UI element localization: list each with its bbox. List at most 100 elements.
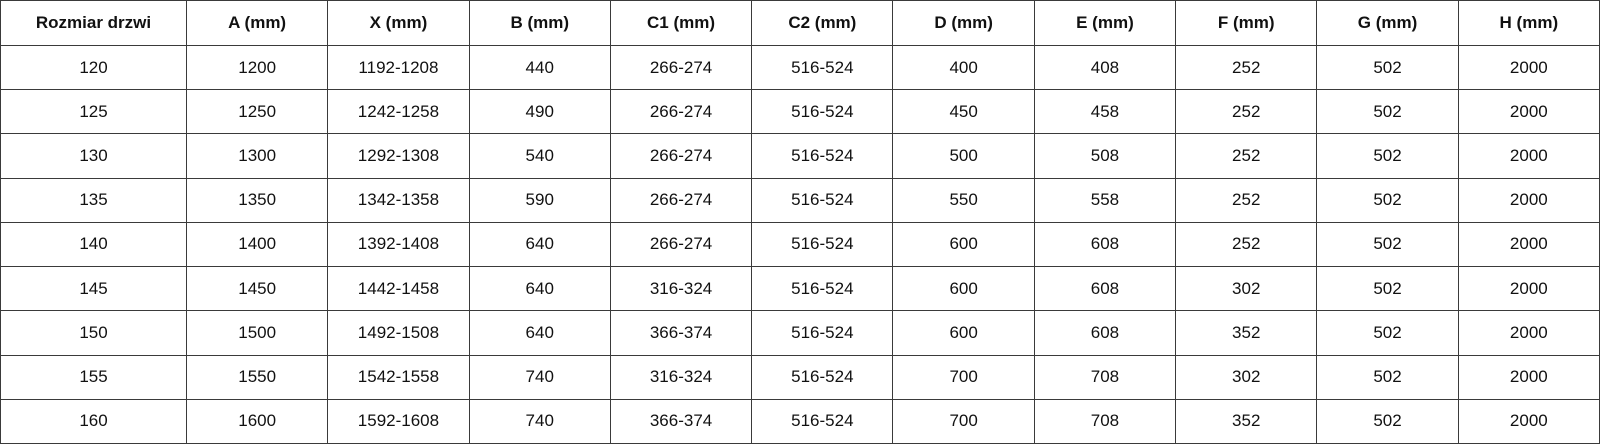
table-cell: 502 [1316, 266, 1459, 312]
table-body: 120 1200 1192-1208 440 266-274 516-524 400 408 2… [0, 44, 1600, 444]
table-cell: 1450 [185, 266, 329, 312]
table-cell: 708 [1033, 354, 1177, 400]
table-cell: 1600 [185, 398, 329, 444]
table-cell: 2000 [1457, 310, 1600, 356]
table-cell: 316-324 [609, 266, 753, 312]
table-cell: 1292-1308 [327, 133, 470, 179]
table-cell: 266-274 [609, 44, 753, 91]
table-cell: 600 [892, 266, 1035, 312]
table-cell: 266-274 [609, 89, 753, 135]
table-cell: 125 [0, 89, 187, 135]
table-cell: 640 [468, 310, 611, 356]
column-header: A (mm) [185, 0, 329, 46]
table-cell: 155 [0, 354, 187, 400]
table-cell: 352 [1175, 398, 1318, 444]
table-row: 125 1250 1242-1258 490 266-274 516-524 450 458 2… [0, 89, 1600, 135]
table-cell: 252 [1175, 177, 1318, 223]
table-cell: 502 [1316, 133, 1459, 179]
table-row: 135 1350 1342-1358 590 266-274 516-524 550 558 2… [0, 177, 1600, 223]
table-cell: 2000 [1457, 221, 1600, 268]
table-cell: 590 [468, 177, 611, 223]
table-cell: 700 [892, 354, 1035, 400]
table-cell: 1350 [185, 177, 329, 223]
table-cell: 1192-1208 [327, 44, 470, 91]
table-cell: 700 [892, 398, 1035, 444]
table-cell: 608 [1033, 310, 1177, 356]
table-cell: 516-524 [751, 266, 894, 312]
table-cell: 502 [1316, 354, 1459, 400]
table-cell: 400 [892, 44, 1035, 91]
table-cell: 450 [892, 89, 1035, 135]
table-cell: 366-374 [609, 310, 753, 356]
table-cell: 1442-1458 [327, 266, 470, 312]
table-row: 150 1500 1492-1508 640 366-374 516-524 600 608 3… [0, 310, 1600, 356]
column-header: E (mm) [1033, 0, 1177, 46]
table-cell: 608 [1033, 221, 1177, 268]
column-header: B (mm) [468, 0, 611, 46]
table-cell: 1250 [185, 89, 329, 135]
table-cell: 266-274 [609, 133, 753, 179]
table-cell: 408 [1033, 44, 1177, 91]
table-cell: 558 [1033, 177, 1177, 223]
table-cell: 516-524 [751, 44, 894, 91]
table-cell: 150 [0, 310, 187, 356]
table-cell: 266-274 [609, 177, 753, 223]
table-cell: 266-274 [609, 221, 753, 268]
table-cell: 2000 [1457, 133, 1600, 179]
column-header: G (mm) [1316, 0, 1459, 46]
table-cell: 502 [1316, 177, 1459, 223]
table-cell: 608 [1033, 266, 1177, 312]
table-cell: 2000 [1457, 398, 1600, 444]
table-cell: 1400 [185, 221, 329, 268]
table-cell: 252 [1175, 133, 1318, 179]
table-cell: 1492-1508 [327, 310, 470, 356]
table-cell: 2000 [1457, 89, 1600, 135]
table-cell: 502 [1316, 44, 1459, 91]
header-row: Rozmiar drzwi A (mm) X (mm) B (mm) C1 (mm) C2… [0, 0, 1600, 46]
table-cell: 508 [1033, 133, 1177, 179]
column-header: Rozmiar drzwi [0, 0, 187, 46]
table-cell: 516-524 [751, 398, 894, 444]
table-cell: 516-524 [751, 221, 894, 268]
table-row: 130 1300 1292-1308 540 266-274 516-524 500 508 2… [0, 133, 1600, 179]
table-cell: 740 [468, 354, 611, 400]
table-cell: 1342-1358 [327, 177, 470, 223]
table-cell: 2000 [1457, 44, 1600, 91]
table-row: 145 1450 1442-1458 640 316-324 516-524 600 608 3… [0, 266, 1600, 312]
table-cell: 490 [468, 89, 611, 135]
table-cell: 550 [892, 177, 1035, 223]
table-cell: 458 [1033, 89, 1177, 135]
table-cell: 1392-1408 [327, 221, 470, 268]
table-cell: 145 [0, 266, 187, 312]
table-cell: 130 [0, 133, 187, 179]
table-cell: 1592-1608 [327, 398, 470, 444]
table-cell: 302 [1175, 266, 1318, 312]
column-header: X (mm) [327, 0, 470, 46]
table-row: 120 1200 1192-1208 440 266-274 516-524 400 408 2… [0, 44, 1600, 91]
table-cell: 2000 [1457, 266, 1600, 312]
table-cell: 252 [1175, 89, 1318, 135]
column-header: H (mm) [1457, 0, 1600, 46]
table-cell: 600 [892, 310, 1035, 356]
table-cell: 135 [0, 177, 187, 223]
table-cell: 2000 [1457, 177, 1600, 223]
table-cell: 516-524 [751, 354, 894, 400]
table-cell: 640 [468, 266, 611, 312]
table-cell: 708 [1033, 398, 1177, 444]
table-cell: 252 [1175, 44, 1318, 91]
column-header: D (mm) [892, 0, 1035, 46]
table-cell: 640 [468, 221, 611, 268]
table-cell: 540 [468, 133, 611, 179]
table-cell: 440 [468, 44, 611, 91]
table-cell: 500 [892, 133, 1035, 179]
table-cell: 740 [468, 398, 611, 444]
column-header: C2 (mm) [751, 0, 894, 46]
column-header: F (mm) [1175, 0, 1318, 46]
table-cell: 2000 [1457, 354, 1600, 400]
table-cell: 516-524 [751, 177, 894, 223]
table-cell: 516-524 [751, 133, 894, 179]
table-cell: 516-524 [751, 310, 894, 356]
column-header: C1 (mm) [609, 0, 753, 46]
table-cell: 302 [1175, 354, 1318, 400]
